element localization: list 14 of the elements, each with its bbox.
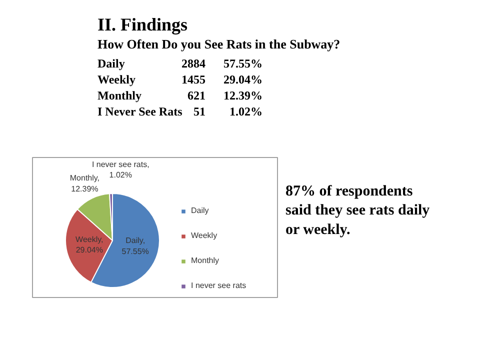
legend-label: Weekly <box>191 231 218 240</box>
data-label: Daily, 57.55% <box>122 236 149 256</box>
text: Daily 2884 57.55% <box>98 56 262 70</box>
text: I Never See Rats 51 1.02% <box>98 104 262 118</box>
legend-label: Monthly <box>191 256 220 265</box>
data-label: Monthly, 12.39% <box>70 174 100 194</box>
chart-title: II. Findings <box>98 14 188 34</box>
text: Weekly 1455 29.04% <box>98 72 262 86</box>
legend-label: Daily <box>191 206 210 215</box>
text: 87% of respondents said they see rats daily or weekly. <box>286 184 430 238</box>
chart-subtitle: How Often Do you See Rats in the Subway? <box>98 36 340 52</box>
data-label: Weekly, 29.04% <box>76 234 104 255</box>
legend-label: I never see rats <box>191 281 246 290</box>
text: Monthly 621 12.39% <box>98 88 262 102</box>
